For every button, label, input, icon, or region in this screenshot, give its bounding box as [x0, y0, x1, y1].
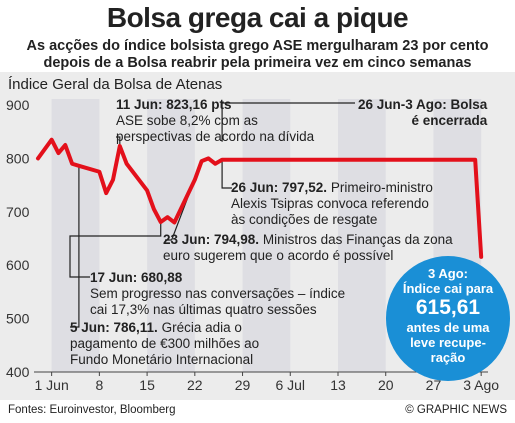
callout-line3: antes de uma [406, 320, 490, 335]
data-point [200, 159, 204, 163]
y-tick-label: 900 [6, 97, 30, 113]
y-tick-label: 500 [6, 311, 30, 327]
annotation-jun5-line3: Fundo Monetário Internacional [70, 352, 254, 367]
data-point [77, 164, 81, 168]
callout-line4: leve recupe- [410, 335, 486, 350]
y-tick-label: 700 [6, 204, 30, 220]
x-tick-label: 15 [139, 377, 155, 393]
annotation-jun5-head: 5 Jun: 786,11. [70, 320, 158, 335]
x-tick-label: 3 Ago [463, 377, 499, 393]
annotation-jun26-line3: às condições de resgate [231, 212, 378, 227]
annotation-jun23-line1: Ministros das Finanças da zona [262, 232, 453, 247]
annotation-jun5-line1: Grécia adia o [161, 320, 242, 335]
annotation-jun23-line2: euro sugerem que o acordo é possível [163, 248, 394, 263]
annotation-jun26-head: 26 Jun: 797,52. [231, 180, 328, 195]
annotation-jun26-line1: Primeiro-ministro [330, 180, 433, 195]
annotation-closed: 26 Jun-3 Ago: Bolsa é encerrada [358, 97, 487, 129]
credit: © GRAPHIC NEWS [405, 404, 507, 416]
x-tick-label: 20 [378, 377, 394, 393]
chart-title: Bolsa grega cai a pique [106, 2, 409, 33]
data-point [70, 162, 74, 166]
data-point [56, 151, 61, 155]
data-point [165, 215, 170, 219]
annotation-jun17-line1: Sem progresso nas conversações – índice [90, 286, 346, 301]
annotation-jun23-head: 23 Jun: 794,98. [163, 232, 260, 247]
annotation-jun11-line1: ASE sobe 8,2% com as [116, 113, 258, 128]
subtitle-line-2: depois de a Bolsa reabrir pela primeira … [43, 55, 472, 71]
x-tick-label: 6 Jul [275, 377, 305, 393]
annotation-jun17-head: 17 Jun: 680,88 [90, 270, 183, 285]
week-band [242, 99, 291, 372]
callout-aug3: 3 Ago: Índice cai para 615,61 antes de u… [386, 256, 510, 381]
data-point [193, 178, 197, 182]
annotation-leader [69, 222, 162, 278]
data-point [97, 170, 101, 174]
week-band [338, 99, 386, 372]
x-tick-label: 1 Jun [35, 377, 69, 393]
annotation-leader [221, 159, 232, 189]
annotation-jun5-line2: pagamento de €300 milhões ao [70, 336, 260, 351]
subtitle-line-1: As acções do índice bolsista grego ASE m… [26, 38, 489, 54]
callout-line2: Índice cai para [402, 281, 494, 296]
annotation-closed-line2: é encerrada [411, 113, 488, 128]
annotation-leader [116, 136, 121, 147]
data-point [125, 162, 129, 166]
data-point [213, 162, 217, 166]
data-point [172, 220, 176, 225]
annotation-jun5: 5 Jun: 786,11. Grécia adia o pagamento d… [70, 320, 259, 368]
data-point [104, 191, 108, 195]
x-tick-label: 8 [95, 377, 103, 393]
data-point [145, 188, 149, 193]
data-point [159, 220, 163, 224]
data-point [63, 143, 67, 147]
y-tick-label: 400 [6, 364, 30, 380]
annotation-jun11: 11 Jun: 823,16 pts ASE sobe 8,2% com as … [116, 97, 314, 145]
data-point [220, 158, 224, 162]
data-point [152, 207, 156, 211]
annotation-closed-line1: 26 Jun-3 Ago: Bolsa [358, 97, 488, 112]
annotation-jun11-head: 11 Jun: 823,16 pts [116, 97, 232, 112]
callout-line5: ração [430, 350, 466, 365]
x-tick-label: 13 [330, 377, 346, 393]
callout-line1: 3 Ago: [428, 266, 468, 281]
data-point [111, 178, 115, 182]
annotation-jun23: 23 Jun: 794,98. Ministros das Finanças d… [163, 232, 453, 264]
annotation-jun26: 26 Jun: 797,52. Primeiro-ministro Alexis… [231, 180, 433, 228]
y-tick-label: 800 [6, 150, 30, 166]
chart-subtitle: As acções do índice bolsista grego ASE m… [0, 38, 515, 72]
x-tick-label: 29 [235, 377, 251, 393]
data-point [36, 156, 40, 160]
annotation-jun17: 17 Jun: 680,88 Sem progresso nas convers… [90, 270, 345, 318]
data-point [206, 156, 211, 160]
callout-value: 615,61 [415, 296, 481, 319]
annotation-leader [221, 102, 355, 142]
data-point [479, 255, 483, 259]
annotation-jun17-line2: cai 17,3% nas últimas quatro sessões [90, 302, 317, 317]
panel-title: Índice Geral da Bolsa de Atenas [8, 76, 223, 93]
x-tick-label: 22 [187, 377, 203, 393]
annotation-jun26-line2: Alexis Tsipras convoca referendo [231, 196, 429, 211]
x-tick-label: 27 [426, 377, 442, 393]
y-tick-label: 600 [6, 257, 30, 273]
data-point [50, 138, 54, 142]
source-note: Fontes: Euroinvestor, Bloomberg [8, 404, 176, 416]
annotation-leader [70, 165, 80, 328]
annotation-jun11-line2: perspectivas de acordo na dívida [116, 129, 315, 144]
data-point [118, 144, 122, 148]
